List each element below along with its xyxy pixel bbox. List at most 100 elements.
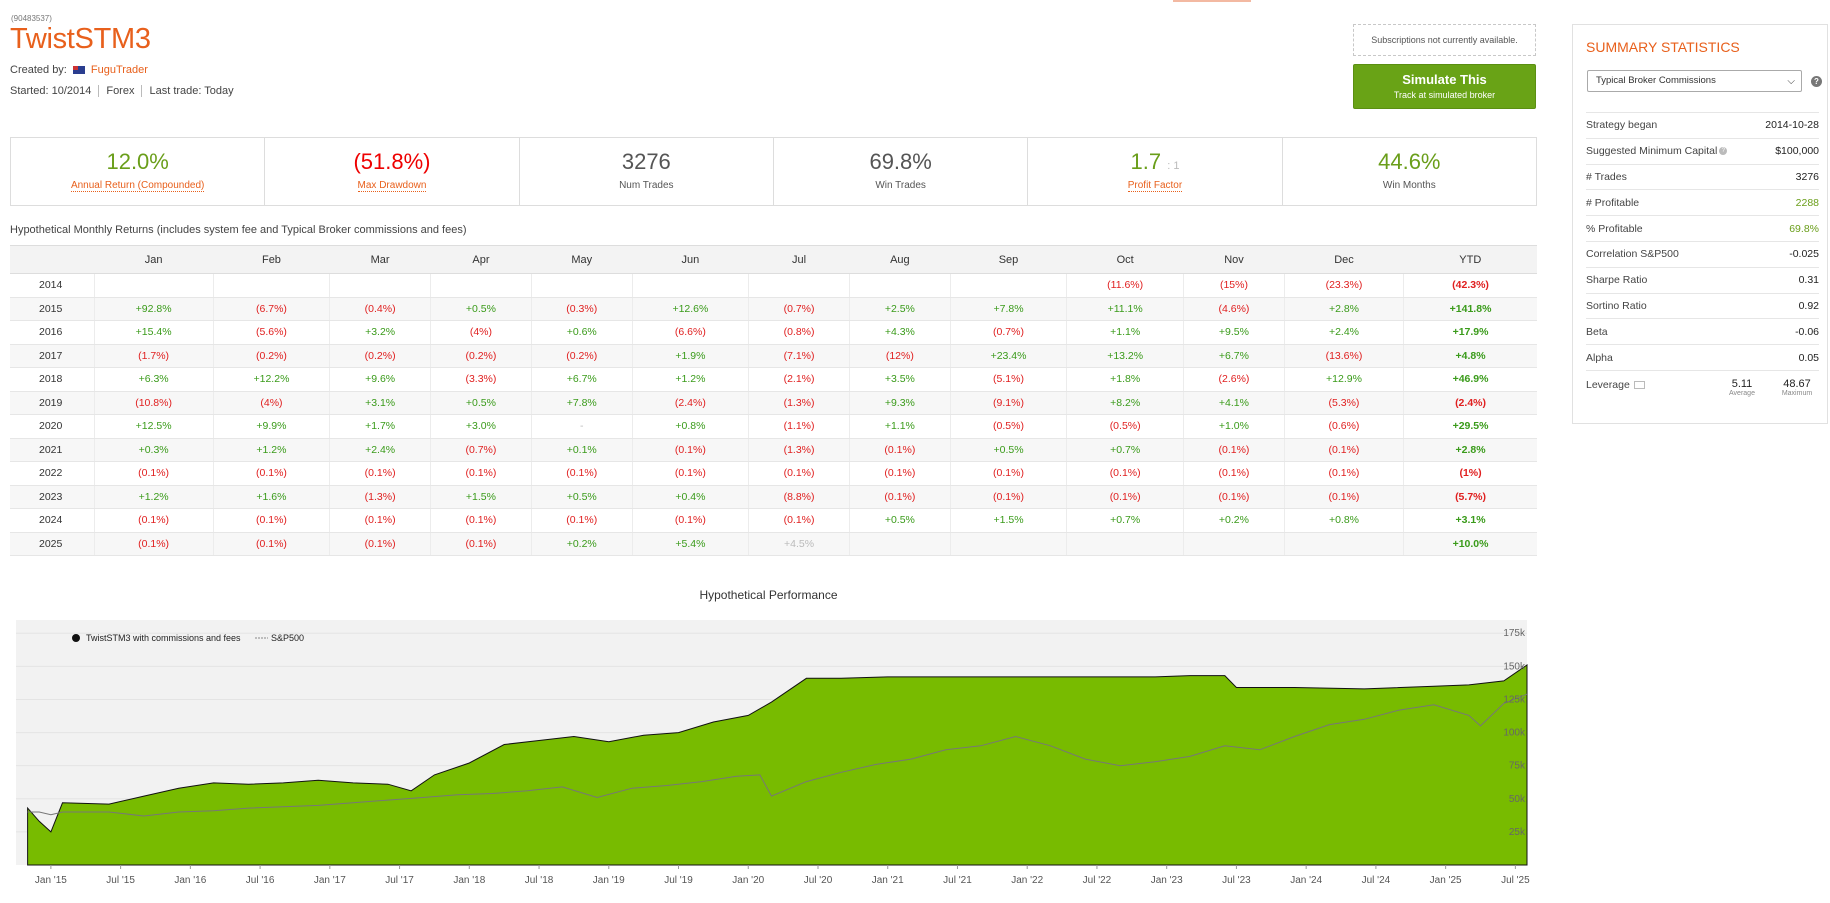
- month-cell: +3.0%: [430, 414, 532, 439]
- stat-value: (51.8%): [353, 149, 431, 174]
- month-cell: +6.7%: [530, 367, 633, 392]
- help-icon[interactable]: ?: [1719, 147, 1728, 156]
- broker-commission-select[interactable]: Typical Broker Commissions ⌵: [1587, 70, 1802, 92]
- month-cell: +1.2%: [93, 485, 214, 509]
- year-cell: 2021: [10, 438, 94, 462]
- ytd-cell: (2.4%): [1403, 391, 1537, 415]
- month-cell: +4.5%: [748, 532, 850, 556]
- ytd-cell: +10.0%: [1403, 532, 1537, 556]
- month-cell: (0.1%): [1183, 485, 1285, 509]
- month-cell: (0.1%): [329, 532, 431, 556]
- table-row: 2022 (0.1%) (0.1%) (0.1%) (0.1%) (0.1%) (0.1%)…: [10, 461, 1537, 486]
- summary-rows: Strategy began 2014-10-28 Suggested Minimu…: [1586, 112, 1819, 408]
- x-tick-label: Jan '18: [453, 875, 485, 886]
- stat-num-trades: 3276 Num Trades: [520, 138, 774, 205]
- ytd-cell: (1%): [1403, 461, 1537, 486]
- ytd-cell: +17.9%: [1403, 320, 1537, 345]
- year-cell: 2025: [10, 532, 94, 556]
- leverage-average-value: 5.11: [1731, 377, 1753, 390]
- month-cell: -: [530, 414, 633, 439]
- month-cell: (0.1%): [430, 532, 532, 556]
- month-cell: +5.4%: [631, 532, 749, 556]
- summary-value: 0.31: [1798, 274, 1819, 287]
- month-cell: (0.1%): [631, 508, 749, 533]
- month-cell: (3.3%): [430, 367, 532, 392]
- month-cell: (1.3%): [748, 391, 850, 415]
- month-cell: (1.1%): [748, 414, 850, 439]
- month-cell: +13.2%: [1066, 344, 1184, 368]
- stat-label: Win Trades: [875, 180, 926, 191]
- month-cell: (0.2%): [430, 344, 532, 368]
- performance-chart[interactable]: 25k 50k 75k 100k 125k 150k 175k Jan '15 Jul '15 J…: [10, 610, 1537, 903]
- summary-row: Beta -0.06: [1586, 318, 1819, 344]
- month-cell: +1.2%: [212, 438, 330, 462]
- headline-stats: 12.0% Annual Return (Compounded) (51.8%)…: [10, 137, 1537, 206]
- stat-label[interactable]: Annual Return (Compounded): [70, 180, 205, 192]
- summary-value: 0.05: [1798, 351, 1819, 364]
- stat-label[interactable]: Max Drawdown: [357, 180, 427, 192]
- month-cell: +0.6%: [530, 320, 633, 345]
- help-icon[interactable]: ?: [1811, 76, 1822, 87]
- simulate-label: Simulate This: [1402, 72, 1487, 87]
- month-cell: (0.1%): [631, 461, 749, 486]
- created-by: Created by: FuguTrader: [10, 64, 148, 76]
- month-cell: +1.1%: [848, 414, 951, 439]
- performance-chart-svg: 25k 50k 75k 100k 125k 150k 175k Jan '15 Jul '15 J…: [16, 620, 1530, 886]
- month-cell: (15%): [1183, 273, 1285, 298]
- x-tick-label: Jul '20: [804, 875, 833, 886]
- x-tick-label: Jan '20: [732, 875, 764, 886]
- month-cell: (6.7%): [212, 297, 330, 321]
- summary-value: -0.06: [1795, 325, 1819, 338]
- year-cell: 2022: [10, 461, 94, 486]
- month-cell: +6.3%: [93, 367, 214, 392]
- month-cell: +1.7%: [329, 414, 431, 439]
- month-cell: +12.9%: [1283, 367, 1404, 392]
- leverage-average: 5.11 Average: [1720, 371, 1764, 397]
- equity-area-series: [27, 664, 1528, 866]
- x-tick-label: Jan '22: [1011, 875, 1043, 886]
- month-cell: (0.2%): [212, 344, 330, 368]
- month-cell: (0.1%): [93, 532, 214, 556]
- month-cell: [631, 273, 749, 298]
- month-cell: +0.8%: [631, 414, 749, 439]
- month-cell: +0.1%: [530, 438, 633, 462]
- year-cell: 2015: [10, 297, 94, 321]
- month-cell: (0.7%): [949, 320, 1067, 345]
- month-cell: +6.7%: [1183, 344, 1285, 368]
- stat-value: 1.7 : 1: [1028, 149, 1281, 175]
- month-cell: +9.6%: [329, 367, 431, 392]
- month-cell: (0.1%): [212, 508, 330, 533]
- summary-key-text: Correlation S&P500: [1586, 248, 1679, 261]
- simulate-sublabel: Track at simulated broker: [1393, 90, 1496, 100]
- month-cell: +1.5%: [949, 508, 1067, 533]
- profit-factor-value: 1.7: [1130, 149, 1162, 174]
- month-cell: (0.1%): [1066, 461, 1184, 486]
- summary-statistics-panel: SUMMARY STATISTICS Typical Broker Commis…: [1572, 24, 1828, 424]
- month-cell: (0.1%): [212, 532, 330, 556]
- summary-value: 3276: [1795, 170, 1819, 183]
- x-tick-label: Jan '21: [872, 875, 904, 886]
- chart-icon[interactable]: [1633, 381, 1645, 390]
- month-column-header: Jul: [748, 245, 850, 274]
- creator-link[interactable]: FuguTrader: [90, 64, 148, 76]
- month-cell: (12%): [848, 344, 951, 368]
- x-tick-label: Jul '15: [106, 875, 135, 886]
- stat-label[interactable]: Profit Factor: [1127, 180, 1183, 192]
- month-cell: +0.2%: [1183, 508, 1285, 533]
- ytd-cell: (42.3%): [1403, 273, 1537, 298]
- system-id: (90483537): [11, 14, 52, 23]
- month-cell: (1.3%): [329, 485, 431, 509]
- summary-row: Sharpe Ratio 0.31: [1586, 266, 1819, 293]
- summary-key-text: # Trades: [1586, 170, 1627, 183]
- stat-value: 69.8%: [869, 149, 932, 174]
- month-cell: +12.5%: [93, 414, 214, 439]
- summary-value: -0.025: [1789, 248, 1819, 261]
- summary-key-text: Sortino Ratio: [1586, 299, 1647, 312]
- month-column-header: Jan: [94, 245, 214, 274]
- month-cell: (0.1%): [949, 485, 1067, 509]
- ytd-cell: +29.5%: [1403, 414, 1537, 439]
- stat-profit-factor: 1.7 : 1 Profit Factor: [1028, 138, 1283, 205]
- x-tick-label: Jul '16: [246, 875, 275, 886]
- simulate-button[interactable]: Simulate This Track at simulated broker: [1353, 64, 1536, 109]
- month-cell: +12.6%: [631, 297, 749, 321]
